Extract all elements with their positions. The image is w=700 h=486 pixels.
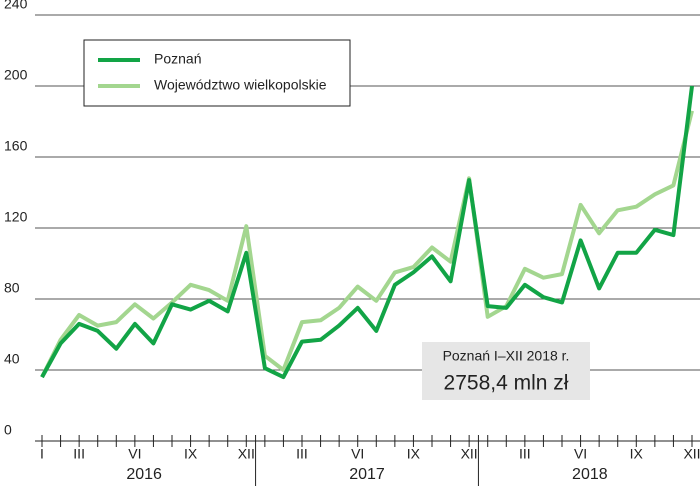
x-tick-label: VI: [351, 446, 364, 462]
series-line: [40, 110, 694, 378]
x-tick-label: VI: [574, 446, 587, 462]
x-tick-label: XII: [461, 446, 478, 462]
y-tick-label: 120: [4, 209, 28, 225]
year-label: 2016: [126, 466, 162, 483]
x-tick-label: IX: [184, 446, 198, 462]
legend-label: Poznań: [154, 51, 201, 67]
y-tick-label: 40: [4, 351, 20, 367]
series-line: [40, 85, 694, 380]
legend-label: Województwo wielkopolskie: [154, 77, 327, 93]
legend-box: [83, 39, 351, 107]
x-tick-label: III: [296, 446, 308, 462]
x-tick-label: III: [519, 446, 531, 462]
year-label: 2018: [572, 466, 608, 483]
annotation-box: [422, 342, 590, 400]
annotation-title: Poznań I–XII 2018 r.: [443, 348, 570, 364]
x-tick-label: XII: [683, 446, 700, 462]
x-tick-label: IX: [630, 446, 644, 462]
annotation-value: 2758,4 mln zł: [444, 372, 569, 395]
x-tick-label: IX: [407, 446, 421, 462]
x-tick-label: VI: [128, 446, 141, 462]
x-tick-label: XII: [238, 446, 255, 462]
y-tick-label: 160: [4, 138, 28, 154]
y-tick-label: 0: [4, 422, 12, 438]
y-tick-label: 240: [4, 0, 28, 12]
year-label: 2017: [349, 466, 385, 483]
y-tick-label: 80: [4, 280, 20, 296]
x-tick-label: I: [40, 446, 44, 462]
x-tick-label: III: [73, 446, 85, 462]
y-tick-label: 200: [4, 67, 28, 83]
